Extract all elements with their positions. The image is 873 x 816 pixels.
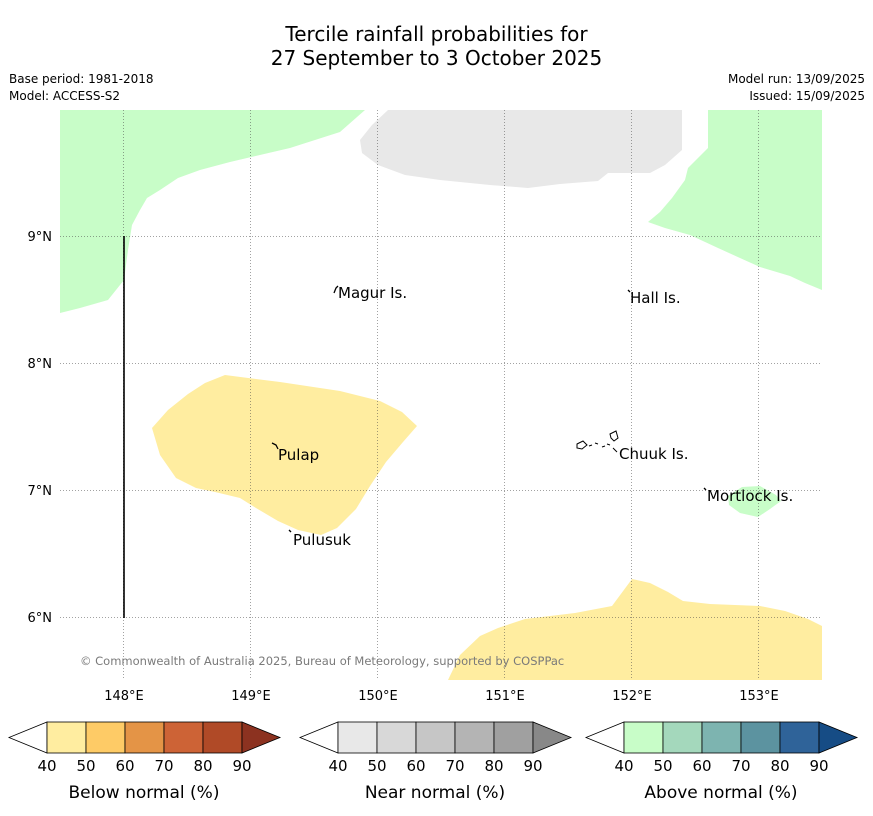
legend-near-extend-high bbox=[532, 721, 573, 754]
legend-near-extend-low bbox=[298, 721, 339, 754]
legend-above-swatch-1 bbox=[662, 721, 703, 754]
chuuk-island-shapes bbox=[576, 430, 619, 453]
legend-above-extend-high bbox=[818, 721, 859, 754]
legend-above-tick-50: 50 bbox=[653, 757, 672, 775]
legend-above-swatch-2 bbox=[701, 721, 742, 754]
legend-below-tick-60: 60 bbox=[115, 757, 134, 775]
below-normal-region-south bbox=[448, 579, 822, 680]
legend-below-extend-high bbox=[241, 721, 282, 754]
lon-label-152: 152°E bbox=[612, 689, 652, 704]
above-normal-region-mortlock bbox=[728, 486, 781, 517]
legend-below-swatch-0 bbox=[46, 721, 87, 754]
legend-above-extend-low bbox=[584, 721, 625, 754]
legend-below-tick-90: 90 bbox=[232, 757, 251, 775]
title-line-2: 27 September to 3 October 2025 bbox=[270, 46, 603, 70]
legend-near-tick-40: 40 bbox=[328, 757, 347, 775]
legend-near-swatch-3 bbox=[454, 721, 495, 754]
place-labels: Magur Is. Hall Is. Pulap Chuuk Is. Mortl… bbox=[278, 284, 793, 549]
legend-above-swatch-4 bbox=[779, 721, 820, 754]
base-period: Base period: 1981-2018 bbox=[9, 72, 154, 86]
lat-label-8: 8°N bbox=[28, 357, 53, 372]
legend-near-tick-70: 70 bbox=[445, 757, 464, 775]
legend-above-tick-70: 70 bbox=[731, 757, 750, 775]
mortlock-island-shape bbox=[703, 487, 707, 491]
above-normal-region-ne bbox=[648, 110, 822, 290]
legend-above-swatch-0 bbox=[623, 721, 664, 754]
lon-label-150: 150°E bbox=[358, 689, 398, 704]
lat-axis-labels: 9°N 8°N 7°N 6°N bbox=[28, 230, 53, 626]
legend-above-tick-60: 60 bbox=[692, 757, 711, 775]
lon-label-148: 148°E bbox=[104, 689, 144, 704]
legend-above-swatch-3 bbox=[740, 721, 781, 754]
legend-below-extend-low bbox=[7, 721, 48, 754]
legend-above-tick-90: 90 bbox=[809, 757, 828, 775]
legend-below-label: Below normal (%) bbox=[69, 783, 220, 803]
legend-near-label: Near normal (%) bbox=[365, 783, 505, 803]
label-chuuk: Chuuk Is. bbox=[619, 445, 688, 463]
issued-date: Issued: 15/09/2025 bbox=[749, 89, 865, 103]
legend-near-swatch-0 bbox=[337, 721, 378, 754]
above-normal-region-nw bbox=[60, 110, 365, 313]
legend-near-tick-80: 80 bbox=[484, 757, 503, 775]
legend-near-swatch-1 bbox=[376, 721, 417, 754]
label-hall: Hall Is. bbox=[630, 289, 681, 307]
legend-near-tick-90: 90 bbox=[523, 757, 542, 775]
legend-below: Below normal (%) 40 50 60 70 80 90 bbox=[7, 721, 282, 803]
legend-below-tick-80: 80 bbox=[193, 757, 212, 775]
label-mortlock: Mortlock Is. bbox=[707, 487, 793, 505]
lat-label-7: 7°N bbox=[28, 484, 53, 499]
legend-below-swatch-3 bbox=[163, 721, 204, 754]
lon-label-149: 149°E bbox=[231, 689, 271, 704]
model-run: Model run: 13/09/2025 bbox=[727, 72, 865, 86]
meta-right: Model run: 13/09/2025 Issued: 15/09/2025 bbox=[728, 71, 865, 105]
model-name: Model: ACCESS-S2 bbox=[9, 89, 121, 103]
legend-near-swatch-2 bbox=[415, 721, 456, 754]
legend-above-tick-40: 40 bbox=[614, 757, 633, 775]
island-outlines bbox=[271, 285, 707, 533]
legend-below-swatch-2 bbox=[124, 721, 165, 754]
label-magur: Magur Is. bbox=[338, 284, 407, 302]
hall-island-shape bbox=[627, 289, 631, 293]
map-title: Tercile rainfall probabilities for 27 Se… bbox=[0, 22, 873, 70]
pulap-island-shape bbox=[271, 442, 279, 450]
legend-near-swatch-4 bbox=[493, 721, 534, 754]
legend-near-tick-50: 50 bbox=[367, 757, 386, 775]
pulusuk-island-shape bbox=[288, 529, 292, 533]
legend-below-tick-70: 70 bbox=[154, 757, 173, 775]
legend-near: Near normal (%) 40 50 60 70 80 90 bbox=[298, 721, 573, 803]
label-pulusuk: Pulusuk bbox=[293, 531, 351, 549]
legend-below-tick-50: 50 bbox=[76, 757, 95, 775]
lon-label-151: 151°E bbox=[485, 689, 525, 704]
legend-below-tick-40: 40 bbox=[37, 757, 56, 775]
legend-below-swatch-1 bbox=[85, 721, 126, 754]
legend-above: Above normal (%) 40 50 60 70 80 90 bbox=[584, 721, 859, 803]
copyright-text: © Commonwealth of Australia 2025, Bureau… bbox=[80, 654, 564, 668]
legend-above-tick-80: 80 bbox=[770, 757, 789, 775]
title-line-1: Tercile rainfall probabilities for bbox=[285, 22, 588, 46]
legend-above-label: Above normal (%) bbox=[644, 783, 797, 803]
lon-label-153: 153°E bbox=[739, 689, 779, 704]
lon-axis-labels: 148°E 149°E 150°E 151°E 152°E 153°E bbox=[104, 689, 779, 704]
lat-label-9: 9°N bbox=[28, 230, 53, 245]
label-pulap: Pulap bbox=[278, 446, 319, 464]
lat-label-6: 6°N bbox=[28, 611, 53, 626]
legend-near-tick-60: 60 bbox=[406, 757, 425, 775]
probability-regions bbox=[60, 110, 822, 680]
meta-left: Base period: 1981-2018 Model: ACCESS-S2 bbox=[9, 71, 154, 105]
near-normal-region-n bbox=[360, 110, 682, 188]
legend-below-swatch-4 bbox=[202, 721, 243, 754]
below-normal-region-central bbox=[152, 375, 417, 535]
magur-island-shape bbox=[333, 285, 339, 294]
